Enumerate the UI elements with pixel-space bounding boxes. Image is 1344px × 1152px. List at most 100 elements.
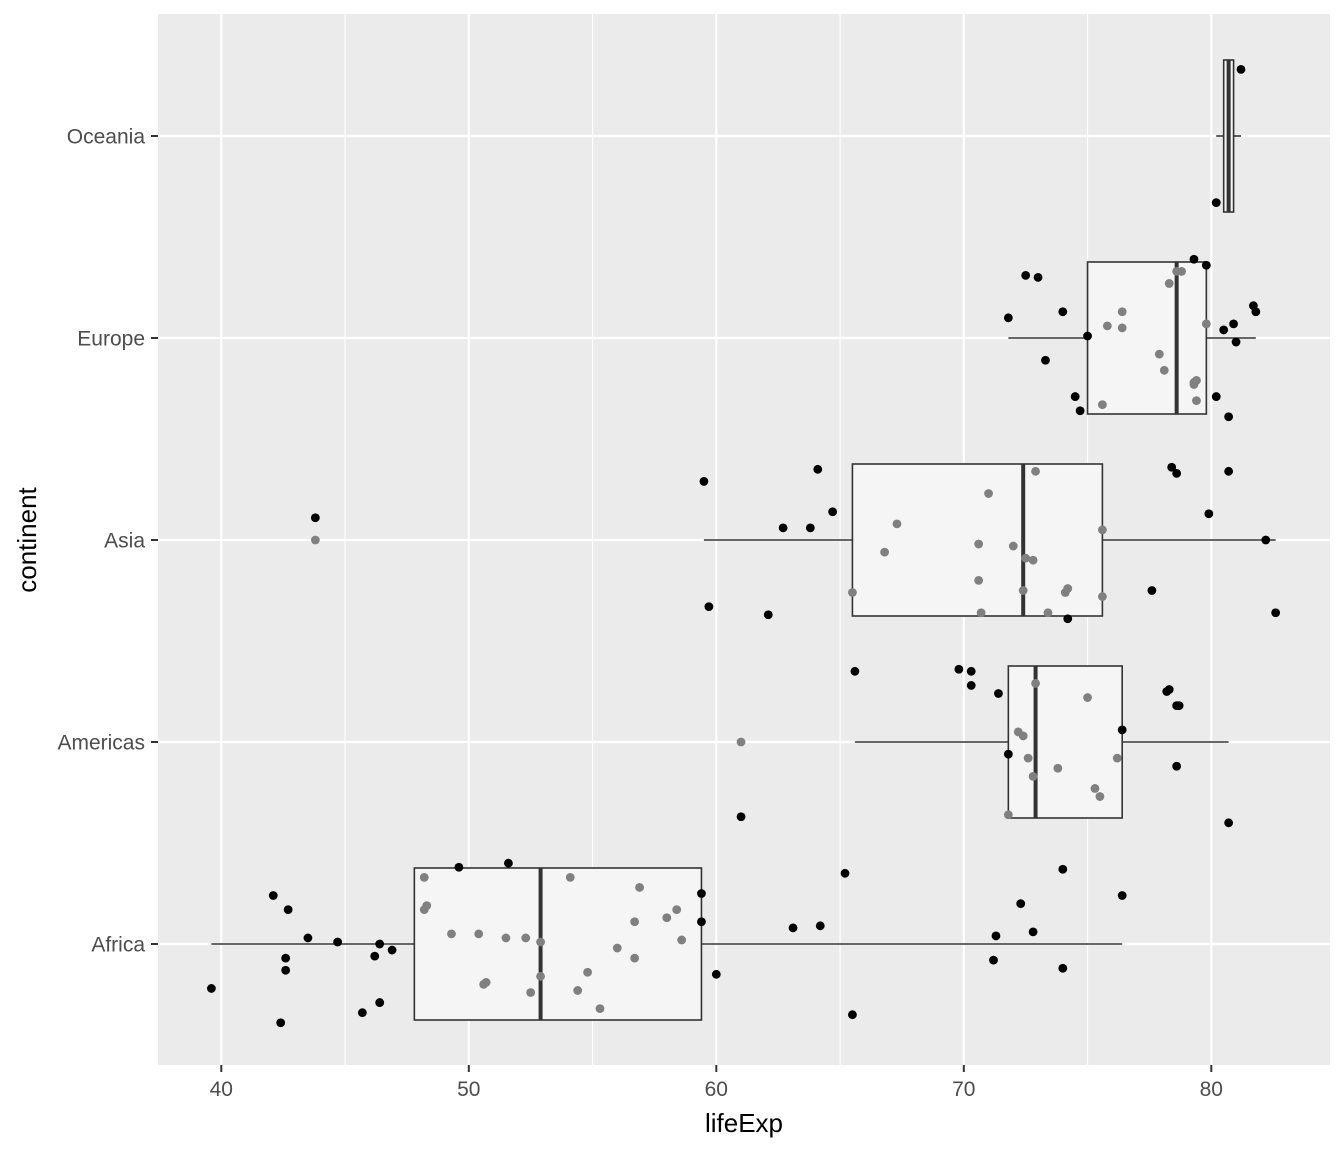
data-point	[283, 905, 293, 915]
data-point	[704, 602, 714, 612]
data-point	[1164, 279, 1174, 288]
data-point	[1219, 325, 1229, 335]
data-point	[974, 539, 984, 549]
data-point	[892, 519, 902, 529]
data-point	[612, 943, 622, 953]
data-point	[954, 664, 964, 674]
data-point	[375, 998, 385, 1007]
data-point	[880, 547, 889, 557]
data-point	[1003, 313, 1013, 323]
data-point	[1090, 784, 1100, 793]
data-point	[828, 507, 838, 517]
data-point	[422, 901, 432, 911]
data-point	[630, 917, 640, 927]
data-point	[1236, 64, 1246, 74]
data-point	[1053, 763, 1063, 773]
data-point	[1031, 679, 1040, 688]
data-point	[1224, 818, 1234, 828]
data-point	[276, 1018, 286, 1028]
data-point	[1016, 899, 1026, 908]
data-point	[1058, 307, 1068, 317]
data-point	[1189, 254, 1199, 264]
data-point	[1043, 608, 1053, 618]
data-point	[1083, 331, 1092, 341]
data-point	[699, 477, 709, 486]
data-point	[1018, 586, 1028, 595]
point-layer	[207, 64, 1281, 1028]
data-point	[697, 917, 706, 927]
data-point	[1021, 553, 1031, 563]
data-point	[1261, 535, 1271, 545]
data-point	[1201, 319, 1211, 329]
data-point	[1028, 771, 1038, 781]
data-point	[268, 891, 278, 900]
data-point	[1189, 380, 1199, 389]
data-point	[1058, 864, 1068, 874]
data-point	[1095, 792, 1105, 801]
data-point	[1112, 753, 1122, 763]
data-point	[1154, 349, 1164, 359]
y-tick-label: Oceania	[67, 126, 146, 149]
data-point	[1075, 406, 1085, 416]
x-tick-label: 70	[952, 1078, 975, 1101]
data-point	[1023, 753, 1033, 763]
data-point	[375, 939, 385, 949]
data-point	[848, 1010, 857, 1020]
data-point	[966, 666, 976, 676]
data-point	[310, 513, 320, 523]
data-point	[815, 921, 825, 931]
data-point	[207, 984, 216, 993]
data-point	[1021, 270, 1031, 280]
x-tick-label: 50	[457, 1078, 480, 1101]
data-point	[573, 986, 583, 995]
data-point	[1070, 392, 1080, 401]
data-point	[1229, 319, 1238, 329]
data-point	[976, 608, 986, 618]
data-point	[1060, 588, 1070, 597]
data-point	[813, 464, 823, 474]
data-point	[1231, 337, 1241, 347]
data-point	[1008, 541, 1018, 551]
data-point	[504, 858, 513, 868]
data-point	[1251, 307, 1261, 317]
data-point	[1224, 412, 1234, 422]
data-point	[1003, 749, 1013, 759]
data-point	[1117, 323, 1127, 333]
data-point	[697, 889, 706, 898]
x-tick-label: 60	[705, 1078, 728, 1101]
data-point	[303, 933, 313, 943]
data-point	[1201, 260, 1211, 270]
data-point	[974, 576, 984, 585]
data-point	[805, 523, 815, 533]
data-point	[583, 967, 592, 977]
data-point	[521, 933, 531, 943]
data-point	[501, 933, 511, 943]
data-point	[1117, 307, 1127, 317]
data-point	[454, 862, 464, 872]
data-point	[1098, 592, 1107, 601]
data-point	[736, 812, 746, 822]
data-point	[1177, 266, 1186, 276]
data-point	[481, 977, 491, 987]
data-point	[565, 872, 575, 882]
data-point	[1003, 810, 1013, 820]
data-point	[630, 953, 640, 963]
data-point	[1028, 927, 1038, 937]
data-point	[595, 1004, 605, 1014]
data-point	[989, 955, 998, 965]
y-tick-label: Europe	[77, 328, 145, 351]
data-point	[1063, 614, 1073, 624]
y-tick-label: Asia	[104, 530, 145, 553]
data-point	[991, 931, 1001, 941]
data-point	[333, 937, 343, 947]
box-rect	[413, 867, 703, 1021]
data-point	[1174, 701, 1184, 711]
data-point	[1159, 365, 1169, 375]
data-point	[1211, 392, 1221, 401]
data-point	[966, 681, 976, 690]
data-point	[526, 988, 536, 997]
data-point	[1117, 891, 1127, 900]
data-point	[310, 535, 320, 545]
data-point	[763, 610, 773, 620]
